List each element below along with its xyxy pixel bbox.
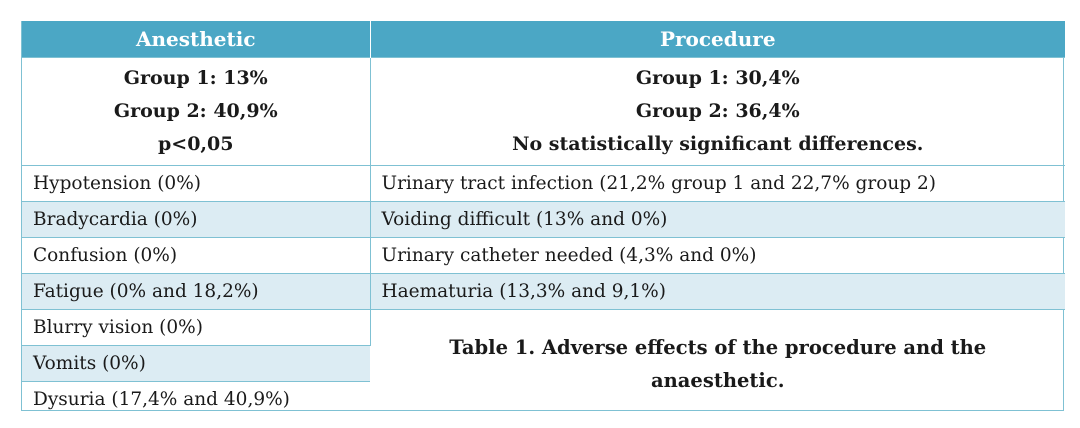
anesthetic-effect-cell: Bradycardia (0%) xyxy=(22,201,371,238)
adverse-effects-table: Anesthetic Procedure Group 1: 13% Group … xyxy=(22,21,1065,417)
table-row: Vomits (0%) xyxy=(22,345,1065,382)
anesthetic-summary: Group 1: 13% Group 2: 40,9% p<0,05 xyxy=(22,57,371,166)
table-row: Fatigue (0% and 18,2%) Haematuria (13,3%… xyxy=(22,273,1065,310)
anesthetic-effect-cell: Blurry vision (0%) xyxy=(22,309,371,346)
header-procedure: Procedure xyxy=(370,21,1065,58)
procedure-effect-cell: Urinary catheter needed (4,3% and 0%) xyxy=(370,237,1065,274)
procedure-summary-line: Group 1: 30,4% xyxy=(635,67,800,89)
procedure-effect-cell: Voiding difficult (13% and 0%) xyxy=(370,201,1065,238)
procedure-summary-line: Group 2: 36,4% xyxy=(635,100,800,122)
header-row: Anesthetic Procedure xyxy=(22,21,1065,58)
anesthetic-effect-cell: Fatigue (0% and 18,2%) xyxy=(22,273,371,310)
anesthetic-effect-cell: Hypotension (0%) xyxy=(22,165,371,202)
procedure-effect-cell: Urinary tract infection (21,2% group 1 a… xyxy=(370,165,1065,202)
procedure-effect-cell: Haematuria (13,3% and 9,1%) xyxy=(370,273,1065,310)
procedure-summary-line: No statistically significant differences… xyxy=(512,133,924,155)
table-row: Bradycardia (0%) Voiding difficult (13% … xyxy=(22,201,1065,238)
anesthetic-summary-line: Group 1: 13% xyxy=(123,67,268,89)
anesthetic-summary-line: Group 2: 40,9% xyxy=(113,100,278,122)
summary-row: Group 1: 13% Group 2: 40,9% p<0,05 Group… xyxy=(22,57,1065,166)
anesthetic-effect-cell: Dysuria (17,4% and 40,9%) xyxy=(22,381,370,417)
table-caption: Table 1. Adverse effects of the procedur… xyxy=(370,309,1065,417)
table-row: Dysuria (17,4% and 40,9%) xyxy=(22,381,1065,417)
table-row: Confusion (0%) Urinary catheter needed (… xyxy=(22,237,1065,274)
anesthetic-summary-line: p<0,05 xyxy=(158,133,234,155)
table-row: Hypotension (0%) Urinary tract infection… xyxy=(22,165,1065,202)
procedure-summary: Group 1: 30,4% Group 2: 36,4% No statist… xyxy=(370,57,1065,166)
table-row: Blurry vision (0%) Table 1. Adverse effe… xyxy=(22,309,1065,417)
anesthetic-effect-cell: Vomits (0%) xyxy=(22,345,370,382)
adverse-effects-table-frame: Anesthetic Procedure Group 1: 13% Group … xyxy=(21,21,1065,417)
header-anesthetic: Anesthetic xyxy=(22,21,371,58)
anesthetic-effect-cell: Confusion (0%) xyxy=(22,237,371,274)
